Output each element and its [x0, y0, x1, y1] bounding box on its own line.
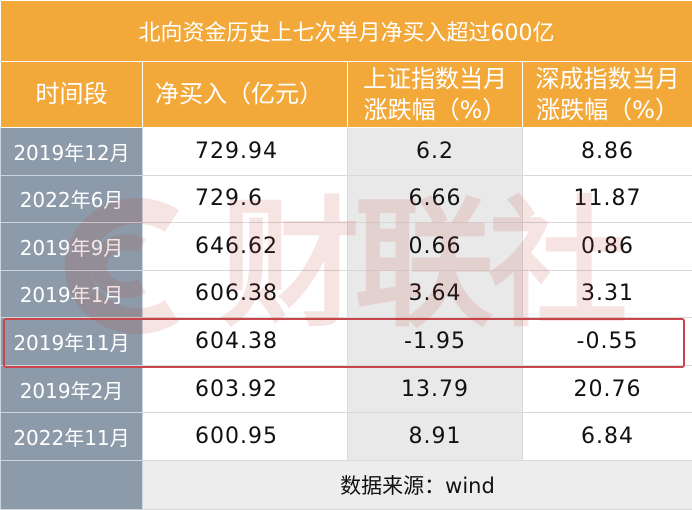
header-sz-change: 深成指数当月 涨跌幅（%）	[522, 61, 692, 128]
header-sh-line1: 上证指数当月	[363, 64, 507, 93]
cell-sz-change: 0.86	[522, 222, 692, 271]
cell-sz-change: 20.76	[522, 364, 692, 414]
cell-net-buy: 646.62	[142, 222, 348, 271]
cell-net-buy: 606.38	[142, 269, 348, 319]
cell-sz-change: 3.31	[522, 269, 692, 319]
cell-net-buy: 603.92	[142, 364, 348, 414]
header-period: 时间段	[0, 61, 143, 128]
header-sz-line2: 涨跌幅（%）	[536, 95, 679, 124]
cell-net-buy: 729.6	[142, 174, 348, 224]
table-row: 2019年9月 646.62 0.66 0.86	[0, 222, 692, 271]
cell-period: 2019年9月	[0, 222, 143, 271]
cell-sz-change: 6.84	[522, 412, 692, 461]
cell-net-buy: 604.38	[142, 317, 348, 366]
table-row: 2019年12月 729.94 6.2 8.86	[0, 127, 692, 176]
header-sh-line2: 涨跌幅（%）	[363, 95, 507, 124]
cell-sh-change: 6.2	[347, 127, 523, 176]
table-row: 2022年11月 600.95 8.91 6.84	[0, 412, 692, 461]
cell-period: 2019年12月	[0, 127, 143, 176]
header-sh-change: 上证指数当月 涨跌幅（%）	[347, 61, 523, 128]
header-sz-line1: 深成指数当月	[535, 64, 680, 93]
cell-period: 2022年11月	[0, 412, 143, 461]
cell-period: 2019年11月	[0, 317, 143, 366]
table-title: 北向资金历史上七次单月净买入超过600亿	[0, 0, 692, 62]
source-blank-cell	[0, 459, 143, 510]
cell-sz-change: -0.55	[522, 317, 692, 366]
cell-sh-change: 8.91	[347, 412, 523, 461]
table-row: 2022年6月 729.6 6.66 11.87	[0, 174, 692, 224]
header-net-buy: 净买入（亿元）	[142, 61, 348, 128]
cell-sh-change: 3.64	[347, 269, 523, 319]
data-source-note: 数据来源：wind	[142, 459, 692, 510]
cell-sh-change: 0.66	[347, 222, 523, 271]
source-row: 数据来源：wind	[0, 459, 692, 510]
table-row: 2019年1月 606.38 3.64 3.31	[0, 269, 692, 319]
cell-sh-change: 6.66	[347, 174, 523, 224]
table-row: 2019年2月 603.92 13.79 20.76	[0, 364, 692, 414]
cell-net-buy: 729.94	[142, 127, 348, 176]
cell-sh-change: 13.79	[347, 364, 523, 414]
cell-net-buy: 600.95	[142, 412, 348, 461]
cell-period: 2019年1月	[0, 269, 143, 319]
table-row-highlighted: 2019年11月 604.38 -1.95 -0.55	[0, 317, 692, 366]
cell-period: 2019年2月	[0, 364, 143, 414]
cell-sh-change: -1.95	[347, 317, 523, 366]
cell-sz-change: 8.86	[522, 127, 692, 176]
cell-sz-change: 11.87	[522, 174, 692, 224]
cell-period: 2022年6月	[0, 174, 143, 224]
